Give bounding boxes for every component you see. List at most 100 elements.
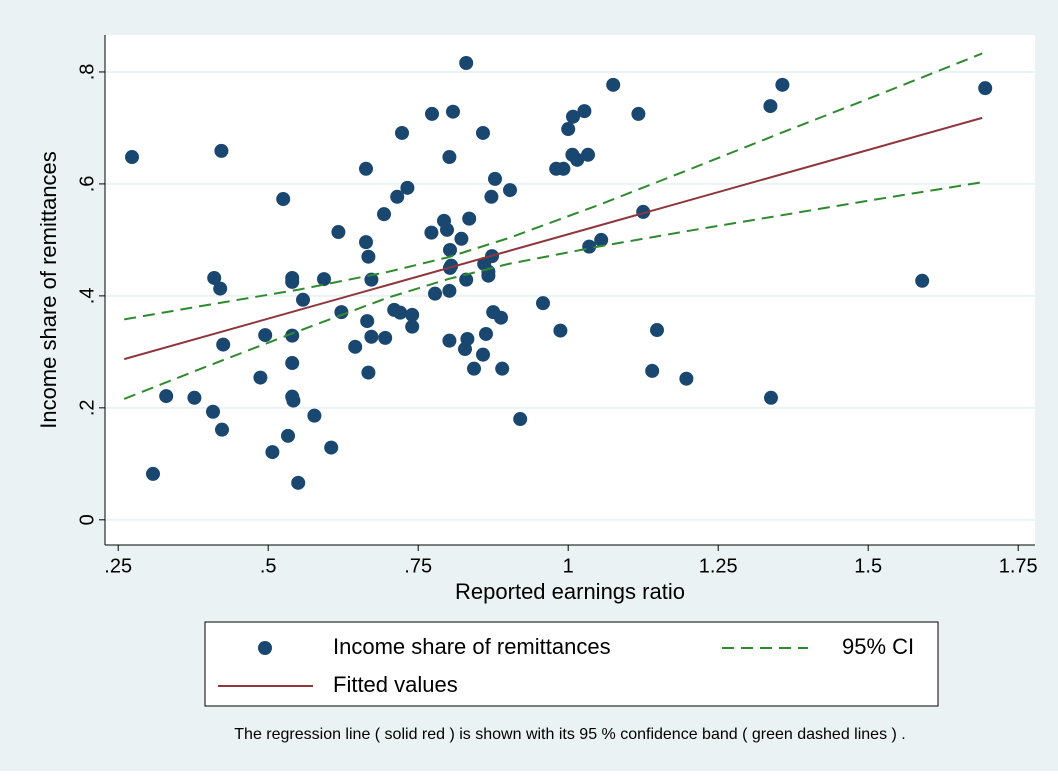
point — [187, 390, 202, 405]
x-tick-label: 1.5 — [854, 555, 882, 577]
point — [484, 189, 499, 204]
point — [582, 239, 597, 254]
point — [253, 370, 268, 385]
point — [488, 171, 502, 186]
point — [454, 231, 469, 246]
point — [324, 440, 339, 455]
point — [443, 242, 457, 257]
point — [503, 183, 517, 198]
point — [125, 150, 139, 165]
point — [317, 272, 331, 287]
point — [462, 211, 477, 226]
point — [206, 404, 220, 419]
point — [296, 292, 310, 307]
ci-line — [124, 52, 983, 321]
point — [307, 408, 322, 423]
y-axis-title: Income share of remittances — [36, 151, 61, 429]
point — [442, 333, 457, 348]
point — [377, 207, 391, 222]
point — [281, 428, 295, 443]
point — [650, 323, 664, 338]
point — [360, 314, 375, 329]
point — [459, 272, 474, 287]
point — [265, 445, 280, 460]
point — [216, 337, 231, 352]
point — [479, 326, 493, 341]
point — [207, 270, 222, 285]
y-tick-label: 0 — [76, 514, 98, 525]
x-axis-title: Reported earnings ratio — [455, 579, 685, 604]
point — [915, 273, 930, 288]
point — [400, 180, 415, 195]
y-tick-label: .8 — [76, 64, 98, 81]
y-tick-label: .4 — [76, 288, 98, 305]
point — [577, 104, 592, 119]
point — [405, 307, 420, 322]
x-tick-label: .75 — [404, 555, 432, 577]
point — [566, 109, 580, 124]
legend-box — [204, 621, 939, 707]
point — [276, 192, 291, 207]
point — [378, 330, 393, 345]
point — [467, 361, 481, 376]
point — [775, 77, 790, 92]
point — [334, 305, 349, 320]
point — [424, 225, 439, 240]
legend-marker — [258, 641, 272, 655]
point — [348, 339, 363, 354]
point — [764, 390, 778, 405]
point — [763, 99, 778, 114]
point — [631, 106, 646, 121]
point — [460, 331, 475, 346]
point — [285, 328, 300, 343]
point — [636, 204, 651, 219]
point — [581, 147, 595, 162]
point — [446, 104, 460, 119]
point — [442, 150, 457, 165]
point — [146, 466, 160, 481]
point — [258, 328, 273, 343]
point — [513, 412, 528, 427]
point — [978, 81, 993, 96]
legend-label: 95% CI — [842, 634, 914, 659]
point — [645, 363, 660, 378]
point — [556, 161, 571, 176]
point — [395, 125, 409, 140]
x-tick-label: 1.75 — [999, 555, 1038, 577]
fitted-line — [123, 116, 983, 361]
point — [495, 361, 510, 376]
ci-line — [123, 181, 983, 400]
point — [361, 249, 376, 264]
point — [442, 283, 457, 298]
point — [215, 422, 229, 437]
point — [440, 222, 454, 237]
y-tick-label: .6 — [76, 176, 98, 193]
point — [393, 305, 408, 320]
point — [285, 356, 300, 371]
point — [390, 189, 405, 204]
point — [679, 371, 694, 386]
y-tick-label: .2 — [76, 399, 98, 416]
point — [536, 296, 550, 311]
point — [359, 235, 373, 250]
point — [570, 152, 585, 167]
point — [214, 143, 229, 158]
point — [159, 389, 174, 404]
point — [286, 393, 301, 408]
legend-label: Income share of remittances — [333, 634, 611, 659]
point — [428, 286, 442, 301]
point — [213, 281, 228, 296]
point — [481, 264, 496, 279]
point — [606, 77, 621, 92]
point — [594, 232, 609, 247]
x-tick-label: 1 — [563, 555, 574, 577]
x-tick-label: .25 — [104, 555, 132, 577]
point — [364, 329, 379, 344]
note: The regression line ( solid red ) is sho… — [234, 726, 905, 743]
point — [553, 323, 568, 338]
point — [291, 475, 306, 490]
point — [476, 125, 490, 140]
point — [476, 347, 490, 362]
point — [425, 106, 439, 121]
